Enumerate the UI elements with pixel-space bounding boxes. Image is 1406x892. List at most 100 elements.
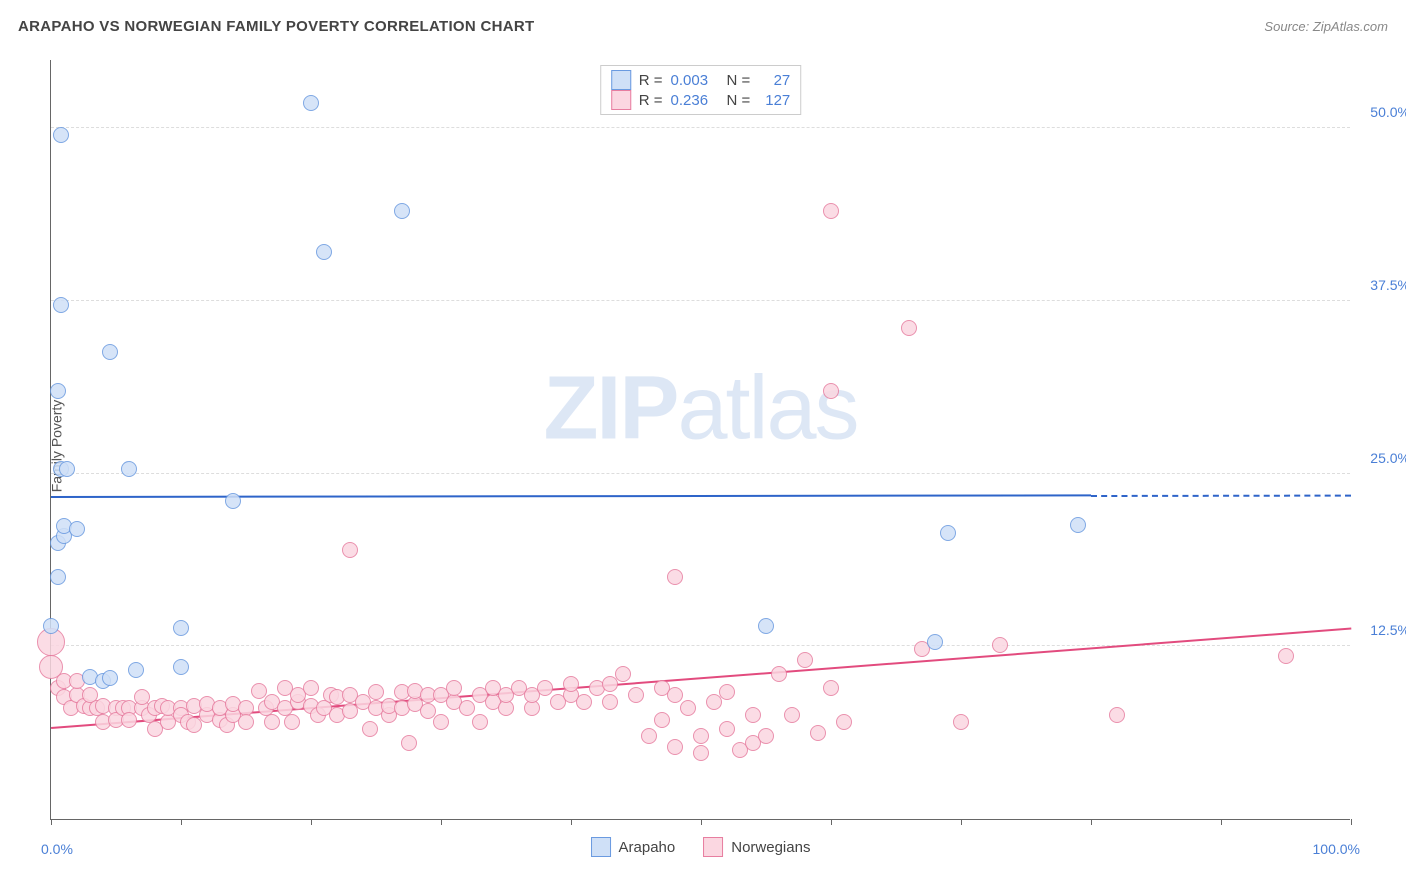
data-point: [446, 680, 462, 696]
x-tick: [961, 819, 962, 825]
data-point: [50, 383, 66, 399]
data-point: [303, 95, 319, 111]
x-tick: [51, 819, 52, 825]
source-credit: Source: ZipAtlas.com: [1264, 19, 1388, 34]
data-point: [121, 712, 137, 728]
data-point: [50, 569, 66, 585]
x-tick-label-min: 0.0%: [41, 841, 73, 857]
x-tick: [571, 819, 572, 825]
legend-n-value: 27: [758, 72, 790, 89]
data-point: [823, 383, 839, 399]
data-point: [693, 745, 709, 761]
data-point: [563, 676, 579, 692]
legend-n-label: N =: [727, 92, 751, 109]
data-point: [667, 739, 683, 755]
data-point: [615, 666, 631, 682]
gridline: [51, 127, 1350, 128]
watermark-zip: ZIP: [543, 359, 677, 459]
data-point: [342, 542, 358, 558]
gridline: [51, 473, 1350, 474]
data-point: [667, 569, 683, 585]
watermark-atlas: atlas: [677, 359, 857, 459]
legend-r-label: R =: [639, 92, 663, 109]
data-point: [459, 700, 475, 716]
data-point: [1109, 707, 1125, 723]
legend-label: Arapaho: [619, 839, 676, 856]
gridline: [51, 300, 1350, 301]
data-point: [992, 637, 1008, 653]
data-point: [784, 707, 800, 723]
legend-swatch: [611, 70, 631, 90]
legend-label: Norwegians: [731, 839, 810, 856]
legend-row: R =0.003N =27: [611, 70, 791, 90]
legend-swatch: [703, 837, 723, 857]
legend-n-value: 127: [758, 92, 790, 109]
data-point: [362, 721, 378, 737]
data-point: [1070, 517, 1086, 533]
gridline: [51, 645, 1350, 646]
data-point: [303, 680, 319, 696]
data-point: [602, 694, 618, 710]
data-point: [368, 684, 384, 700]
data-point: [628, 687, 644, 703]
data-point: [121, 461, 137, 477]
data-point: [576, 694, 592, 710]
x-tick: [441, 819, 442, 825]
data-point: [719, 684, 735, 700]
data-point: [641, 728, 657, 744]
data-point: [69, 521, 85, 537]
data-point: [719, 721, 735, 737]
legend-item: Norwegians: [703, 837, 810, 857]
legend-swatch: [611, 90, 631, 110]
data-point: [316, 244, 332, 260]
data-point: [102, 344, 118, 360]
x-tick-label-max: 100.0%: [1313, 841, 1360, 857]
data-point: [173, 620, 189, 636]
legend-series: Arapaho Norwegians: [591, 837, 811, 857]
watermark: ZIPatlas: [543, 358, 857, 461]
x-tick: [701, 819, 702, 825]
header-bar: ARAPAHO VS NORWEGIAN FAMILY POVERTY CORR…: [18, 18, 1388, 35]
data-point: [953, 714, 969, 730]
data-point: [836, 714, 852, 730]
data-point: [128, 662, 144, 678]
data-point: [693, 728, 709, 744]
legend-r-value: 0.003: [671, 72, 719, 89]
data-point: [797, 652, 813, 668]
trend-line: [51, 495, 1091, 499]
x-tick: [1091, 819, 1092, 825]
data-point: [810, 725, 826, 741]
legend-r-label: R =: [639, 72, 663, 89]
trend-line: [1091, 494, 1351, 496]
data-point: [1278, 648, 1294, 664]
data-point: [498, 700, 514, 716]
data-point: [173, 659, 189, 675]
source-label: Source:: [1264, 19, 1309, 34]
legend-row: R = 0.236 N = 127: [611, 90, 791, 110]
y-tick-label: 37.5%: [1355, 277, 1406, 293]
data-point: [284, 714, 300, 730]
x-tick: [311, 819, 312, 825]
source-name: ZipAtlas.com: [1313, 19, 1388, 34]
data-point: [225, 493, 241, 509]
data-point: [654, 712, 670, 728]
legend-r-value: 0.236: [671, 92, 719, 109]
data-point: [823, 203, 839, 219]
data-point: [53, 297, 69, 313]
data-point: [43, 618, 59, 634]
data-point: [667, 687, 683, 703]
chart-title: ARAPAHO VS NORWEGIAN FAMILY POVERTY CORR…: [18, 18, 535, 35]
y-tick-label: 25.0%: [1355, 450, 1406, 466]
data-point: [394, 203, 410, 219]
data-point: [940, 525, 956, 541]
x-tick: [1351, 819, 1352, 825]
scatter-plot: ZIPatlas 12.5%25.0%37.5%50.0%0.0%100.0%R…: [50, 60, 1350, 820]
data-point: [771, 666, 787, 682]
data-point: [927, 634, 943, 650]
data-point: [102, 670, 118, 686]
y-tick-label: 12.5%: [1355, 622, 1406, 638]
data-point: [53, 127, 69, 143]
data-point: [680, 700, 696, 716]
legend-item: Arapaho: [591, 837, 676, 857]
data-point: [238, 714, 254, 730]
